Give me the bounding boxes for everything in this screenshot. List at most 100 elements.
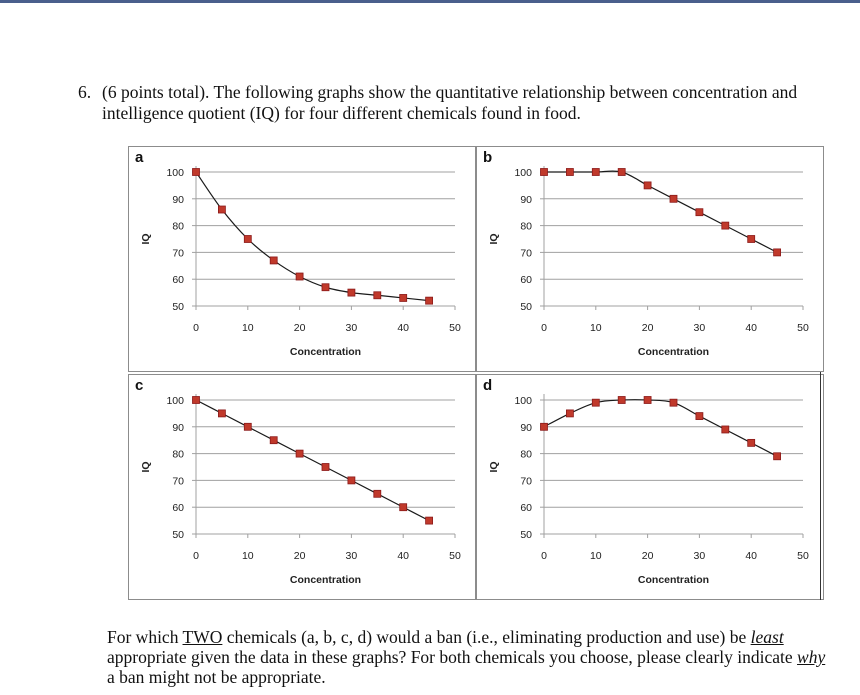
y-tick-label: 100 xyxy=(514,167,532,179)
y-tick-label: 90 xyxy=(520,422,532,434)
data-point xyxy=(243,235,252,243)
data-point xyxy=(321,463,330,471)
x-tick-label: 50 xyxy=(797,550,809,562)
question-text: (6 points total). The following graphs s… xyxy=(102,82,798,123)
data-point xyxy=(243,422,252,431)
x-tick-label: 0 xyxy=(193,550,199,562)
followup-emphasis-two: TWO xyxy=(182,627,223,647)
y-tick-label: 80 xyxy=(520,449,532,461)
panel-label: d xyxy=(483,377,493,394)
x-tick-label: 20 xyxy=(294,322,306,334)
chart-b-svg: 50 60 70 80 90 100 0 10 20 30 40 50 Concentration IQ xyxy=(488,166,809,358)
y-tick-label: 100 xyxy=(166,395,184,407)
y-tick-label: 50 xyxy=(520,529,532,541)
data-point xyxy=(566,409,574,418)
panel-label: b xyxy=(483,149,493,166)
data-point xyxy=(695,208,704,217)
x-tick-label: 10 xyxy=(242,322,254,334)
y-tick-label: 70 xyxy=(520,247,532,259)
data-point xyxy=(218,205,226,214)
data-point xyxy=(591,398,600,407)
data-point xyxy=(399,503,408,512)
y-tick-label: 70 xyxy=(520,475,532,487)
data-point xyxy=(773,248,782,257)
y-tick-label: 80 xyxy=(172,221,184,233)
data-point xyxy=(347,288,356,297)
x-axis-label: Concentration xyxy=(638,346,709,358)
followup-text-2: chemicals (a, b, c, d) would a ban (i.e.… xyxy=(222,627,751,647)
data-point xyxy=(347,476,356,485)
data-point xyxy=(540,168,548,176)
followup-text-3: appropriate given the data in these grap… xyxy=(107,647,798,667)
x-tick-label: 0 xyxy=(541,322,547,334)
data-point xyxy=(373,489,382,498)
chart-panel-c: c 50 60 70 80 90 100 0 10 20 30 40 50 Concentration I… xyxy=(128,374,476,600)
data-point xyxy=(669,398,678,407)
data-point xyxy=(425,296,434,305)
x-tick-label: 10 xyxy=(590,322,602,334)
panel-label: a xyxy=(135,149,144,166)
y-tick-label: 100 xyxy=(166,167,184,179)
data-point xyxy=(399,294,408,302)
x-tick-label: 40 xyxy=(745,550,757,562)
y-tick-label: 70 xyxy=(172,475,184,487)
data-point xyxy=(669,194,678,203)
question-number: 6. xyxy=(78,82,92,102)
x-tick-label: 0 xyxy=(193,322,199,334)
y-tick-label: 90 xyxy=(172,422,184,434)
data-point xyxy=(425,516,434,525)
x-tick-label: 40 xyxy=(745,322,757,334)
edge-line xyxy=(820,372,821,600)
y-axis-label: IQ xyxy=(488,233,500,244)
data-point xyxy=(747,235,756,243)
chart-a-svg: 50 60 70 80 90 100 0 10 20 30 40 50 Concentration IQ xyxy=(140,166,461,358)
y-tick-label: 90 xyxy=(520,194,532,206)
data-point xyxy=(295,449,304,458)
x-axis-label: Concentration xyxy=(290,346,361,358)
followup-text-4: a ban might not be appropriate. xyxy=(107,667,326,687)
data-point xyxy=(192,168,200,176)
x-tick-label: 50 xyxy=(449,322,461,334)
data-point xyxy=(721,221,730,230)
y-tick-label: 80 xyxy=(520,221,532,233)
data-point xyxy=(721,425,730,434)
x-tick-label: 20 xyxy=(642,550,654,562)
followup-emphasis-least: least xyxy=(750,627,784,647)
top-rule xyxy=(0,0,860,3)
chart-d-svg: 50 60 70 80 90 100 0 10 20 30 40 50 Concentration IQ xyxy=(488,394,809,586)
data-point xyxy=(269,256,278,265)
chart-c-svg: 50 60 70 80 90 100 0 10 20 30 40 50 Concentration IQ xyxy=(140,394,461,586)
data-point xyxy=(643,396,652,404)
y-tick-label: 100 xyxy=(514,395,532,407)
data-point xyxy=(218,409,226,418)
x-axis-label: Concentration xyxy=(638,574,709,586)
followup-text-1: For which xyxy=(107,627,183,647)
data-point xyxy=(695,412,704,420)
question-prompt: 6. (6 points total). The following graph… xyxy=(78,82,818,124)
series-line xyxy=(195,171,430,302)
y-tick-label: 70 xyxy=(172,247,184,259)
data-point xyxy=(566,168,574,176)
x-tick-label: 30 xyxy=(346,550,358,562)
followup-emphasis-why: why xyxy=(797,647,826,667)
data-point xyxy=(373,291,382,300)
data-point xyxy=(192,396,200,404)
chart-panel-a: a 50 60 70 80 90 100 0 10 20 30 40 50 Concentration I… xyxy=(128,146,476,372)
y-tick-label: 50 xyxy=(520,301,532,313)
x-tick-label: 20 xyxy=(642,322,654,334)
x-axis-label: Concentration xyxy=(290,574,361,586)
data-point xyxy=(643,181,652,190)
data-point xyxy=(269,436,278,445)
data-point xyxy=(773,452,782,461)
y-axis-label: IQ xyxy=(488,461,500,472)
y-axis-label: IQ xyxy=(140,461,152,472)
series-line xyxy=(195,399,430,522)
data-point xyxy=(747,438,756,447)
y-tick-label: 60 xyxy=(172,502,184,514)
panel-label: c xyxy=(135,377,144,394)
data-point xyxy=(321,283,330,292)
y-tick-label: 50 xyxy=(172,529,184,541)
y-tick-label: 60 xyxy=(520,502,532,514)
data-point xyxy=(540,422,548,431)
data-point xyxy=(295,272,304,281)
